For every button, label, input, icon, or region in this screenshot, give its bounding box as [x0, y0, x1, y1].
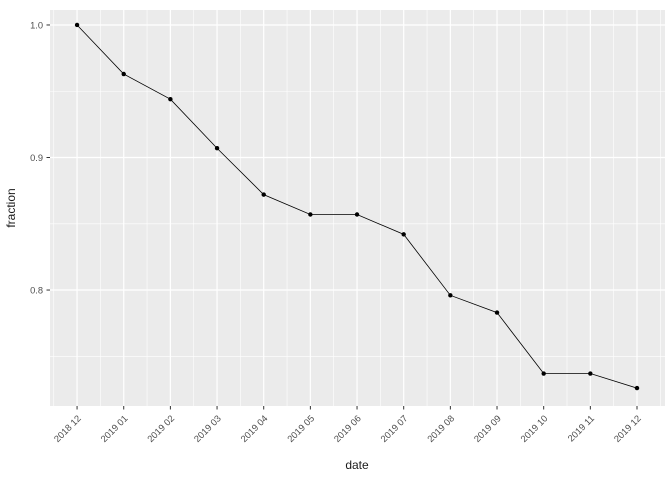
x-tick-label: 2019 07: [379, 413, 410, 444]
x-tick-label: 2019 06: [332, 413, 363, 444]
gridline-layer: [50, 10, 665, 406]
x-axis-title: date: [345, 458, 369, 472]
data-point: [494, 310, 500, 315]
x-tick-label: 2019 02: [145, 413, 176, 444]
x-tick-label: 2019 09: [472, 413, 503, 444]
x-tick-label: 2019 04: [239, 413, 270, 444]
data-point: [541, 371, 546, 376]
x-tick-label: 2019 03: [192, 413, 223, 444]
data-point: [308, 212, 313, 217]
data-point: [354, 212, 360, 217]
y-axis-title: fraction: [4, 188, 18, 227]
x-tick-label: 2019 11: [566, 413, 596, 443]
x-tick-label: 2019 12: [612, 413, 643, 444]
data-point: [634, 385, 640, 391]
data-point: [168, 96, 173, 102]
x-tick-label: 2019 01: [99, 413, 130, 444]
data-point: [261, 192, 266, 197]
data-point: [588, 371, 593, 376]
data-point: [121, 71, 126, 77]
x-tick-label: 2019 10: [519, 413, 550, 444]
data-point: [401, 232, 406, 237]
data-point: [214, 146, 220, 151]
x-tick-label: 2019 05: [285, 413, 316, 444]
y-tick-label: 1.0: [30, 20, 43, 30]
y-tick-label: 0.9: [30, 153, 43, 163]
y-tick-label: 0.8: [30, 285, 43, 295]
x-tick-label: 2019 08: [425, 413, 456, 444]
data-point: [74, 22, 80, 28]
x-tick-label: 2018 12: [52, 413, 83, 444]
data-series-layer: [74, 22, 640, 391]
data-point: [448, 293, 453, 298]
